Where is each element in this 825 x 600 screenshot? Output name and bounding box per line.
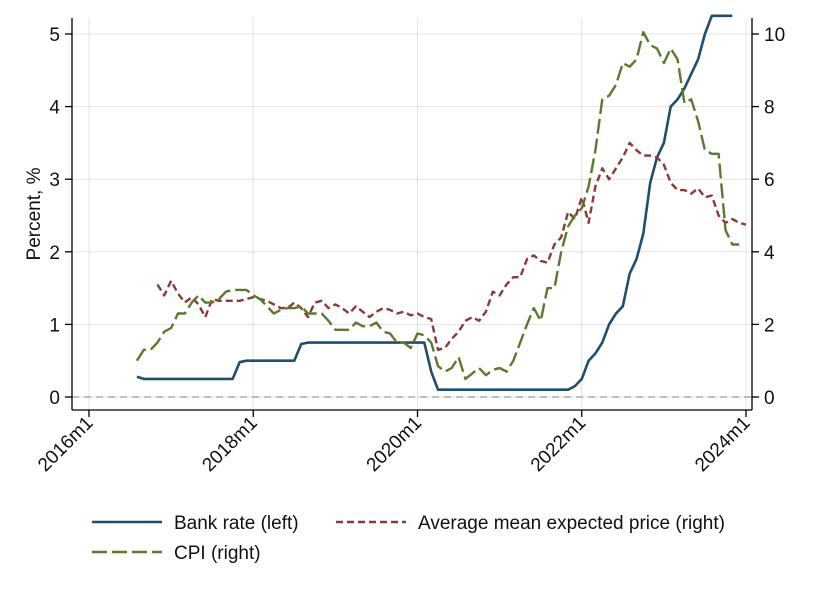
x-tick-label: 2016m1 [34, 413, 97, 476]
right-tick-label: 6 [764, 170, 775, 191]
gridlines [72, 18, 752, 410]
x-tick-label: 2018m1 [198, 413, 261, 476]
right-tick-label: 4 [764, 243, 775, 264]
right-tick-label: 8 [764, 98, 775, 119]
legend: Bank rate (left) Average mean expected pr… [92, 513, 725, 564]
right-tick-label: 0 [764, 388, 775, 409]
left-tick-label: 2 [49, 243, 60, 264]
left-tick-label: 1 [49, 315, 60, 336]
x-tick-label: 2024m1 [691, 413, 754, 476]
x-tick-label: 2020m1 [363, 413, 426, 476]
tick-labels: 0 1 2 3 4 5 0 2 4 6 8 10 2016m1 2018m1 2020m1 2022m1 202… [34, 25, 785, 476]
series-line-expected-price [156, 141, 747, 351]
series-line-bank-rate [136, 14, 733, 392]
right-tick-label: 2 [764, 315, 775, 336]
left-tick-label: 4 [49, 98, 60, 119]
axes [65, 18, 759, 417]
y-axis-title: Percent, % [24, 167, 45, 260]
right-tick-label: 10 [764, 25, 785, 46]
series-line-cpi [135, 31, 740, 381]
series-lines [135, 14, 747, 392]
left-tick-label: 3 [49, 170, 60, 191]
left-tick-label: 0 [49, 388, 60, 409]
legend-label: CPI (right) [174, 543, 261, 564]
left-tick-label: 5 [49, 25, 60, 46]
legend-label: Bank rate (left) [174, 513, 299, 534]
x-tick-label: 2022m1 [527, 413, 590, 476]
legend-label: Average mean expected price (right) [418, 513, 725, 534]
